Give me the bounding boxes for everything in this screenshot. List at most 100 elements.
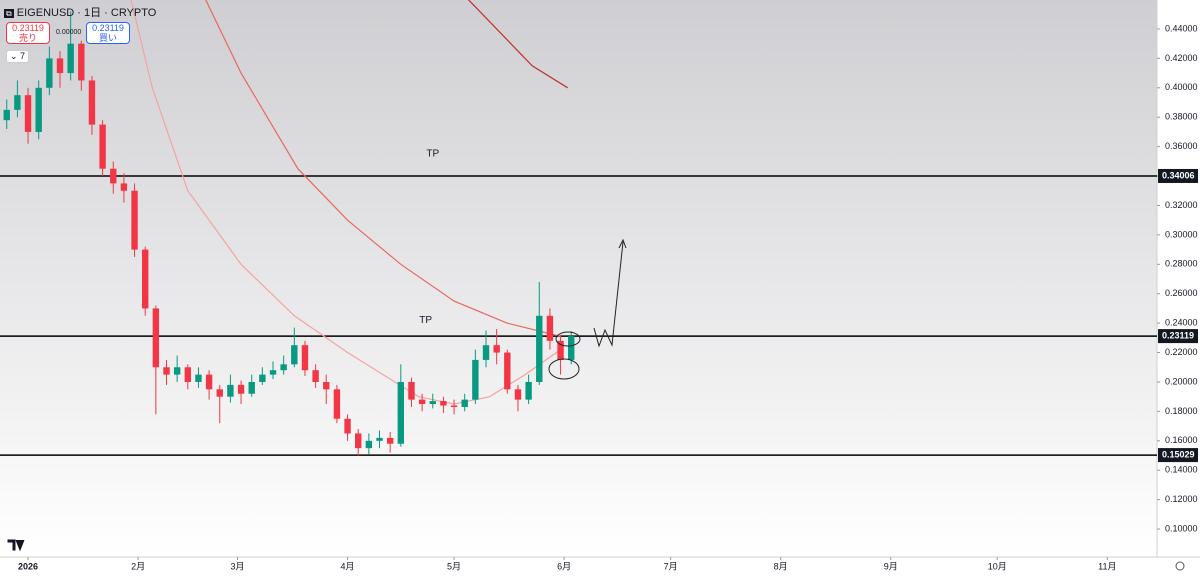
candle-body: [386, 437, 394, 444]
buy-button[interactable]: 0.23119 買い: [86, 22, 130, 44]
sell-price: 0.23119: [12, 23, 44, 33]
moving-average: [205, 0, 561, 337]
spread: 0.00000: [56, 29, 82, 36]
x-tick-label: 2026: [18, 561, 38, 571]
candle-body: [269, 370, 277, 375]
y-tick-label: 0.36000: [1165, 141, 1198, 151]
x-tick-label: 11月: [1098, 561, 1116, 571]
settings-icon[interactable]: [1175, 561, 1185, 571]
candle-body: [365, 440, 373, 449]
candle-body: [14, 95, 21, 110]
y-tick-label: 0.44000: [1165, 23, 1198, 33]
x-tick-label: 4月: [341, 561, 355, 571]
candle-body: [429, 401, 436, 405]
x-tick-label: 6月: [557, 561, 571, 571]
candle-body: [227, 384, 234, 397]
y-tick-label: 0.30000: [1165, 229, 1198, 239]
buy-price: 0.23119: [92, 23, 124, 33]
y-tick-label: 0.18000: [1165, 406, 1198, 416]
drawing-ellipse: [555, 331, 581, 347]
drawing-ellipse: [548, 358, 580, 380]
candle-body: [280, 364, 287, 371]
candle-body: [142, 249, 149, 309]
candle-body: [440, 401, 447, 406]
level-label-bg: [1158, 448, 1198, 463]
candle-body: [450, 405, 458, 407]
candle-body: [355, 433, 362, 449]
candle-body: [35, 87, 42, 132]
annotation: TP: [419, 315, 432, 326]
candle-body: [493, 345, 500, 353]
candle-body: [248, 381, 255, 394]
candle-body: [67, 43, 74, 74]
x-tick-label: 9月: [884, 561, 898, 571]
y-tick-label: 0.38000: [1165, 112, 1198, 122]
x-tick-label: 7月: [664, 561, 678, 571]
level-label: 0.23119: [1162, 330, 1194, 340]
x-tick-label: 5月: [447, 561, 461, 571]
candle-body: [557, 340, 564, 360]
y-tick-label: 0.42000: [1165, 53, 1198, 63]
candle-body: [205, 374, 213, 390]
candle-body: [99, 124, 106, 169]
y-tick-label: 0.28000: [1165, 259, 1198, 269]
candle-body: [24, 95, 32, 132]
candle-body: [536, 315, 543, 382]
candle-body: [3, 109, 10, 121]
y-tick-label: 0.24000: [1165, 318, 1198, 328]
candle-body: [152, 308, 160, 368]
candle-body: [173, 367, 181, 375]
y-tick-label: 0.22000: [1165, 347, 1198, 357]
candle-body: [184, 367, 191, 382]
candle-body: [504, 352, 511, 390]
y-tick-label: 0.10000: [1165, 523, 1198, 533]
y-tick-label: 0.16000: [1165, 435, 1198, 445]
y-tick-label: 0.32000: [1165, 200, 1198, 210]
symbol: EIGENUSD · 1日 · CRYPTO: [16, 7, 157, 19]
candle-body: [546, 315, 554, 341]
y-tick-label: 0.26000: [1165, 288, 1198, 298]
buy-label: 買い: [98, 33, 117, 43]
header: ⧉ EIGENUSD · 1日 · CRYPTO: [4, 4, 156, 20]
indicator-count: 7: [20, 51, 26, 61]
price-axis-bg: [1157, 0, 1200, 576]
candle-body: [514, 389, 522, 400]
plot-background: [0, 0, 1157, 557]
annotation: TP: [426, 149, 439, 160]
candle-body: [397, 381, 405, 444]
candle-body: [56, 58, 64, 74]
candle-body: [333, 389, 341, 419]
candle-body: [461, 399, 468, 407]
level-label-bg: [1158, 168, 1198, 183]
candle-body: [323, 381, 330, 390]
candle-body: [472, 359, 479, 400]
level-label: 0.15029: [1162, 449, 1195, 459]
moving-average: [130, 0, 561, 405]
logo: [7, 539, 25, 552]
candle-body: [131, 190, 138, 250]
level-label: 0.34006: [1162, 170, 1195, 180]
candle-body: [120, 183, 128, 191]
drawing-arrow: [593, 238, 627, 348]
y-tick-label: 0.20000: [1165, 376, 1198, 386]
candle-body: [259, 374, 266, 382]
candle-body: [568, 336, 575, 360]
candle-body: [46, 58, 53, 88]
candle-body: [312, 370, 319, 382]
candle-body: [195, 374, 202, 382]
level-label-bg: [1158, 329, 1198, 344]
candle-body: [163, 367, 170, 375]
candle-body: [482, 345, 490, 360]
symbol-icon: ⧉: [4, 9, 14, 18]
sell-button[interactable]: 0.23119 売り: [6, 22, 50, 44]
candle-body: [408, 381, 415, 400]
candle-body: [237, 384, 245, 394]
indicators-toggle[interactable]: ⌄ 7: [6, 50, 30, 63]
y-tick-label: 0.12000: [1165, 494, 1198, 504]
candle-body: [376, 437, 383, 441]
candle-body: [291, 345, 298, 365]
x-tick-label: 10月: [988, 561, 1007, 571]
candle-body: [525, 381, 532, 400]
